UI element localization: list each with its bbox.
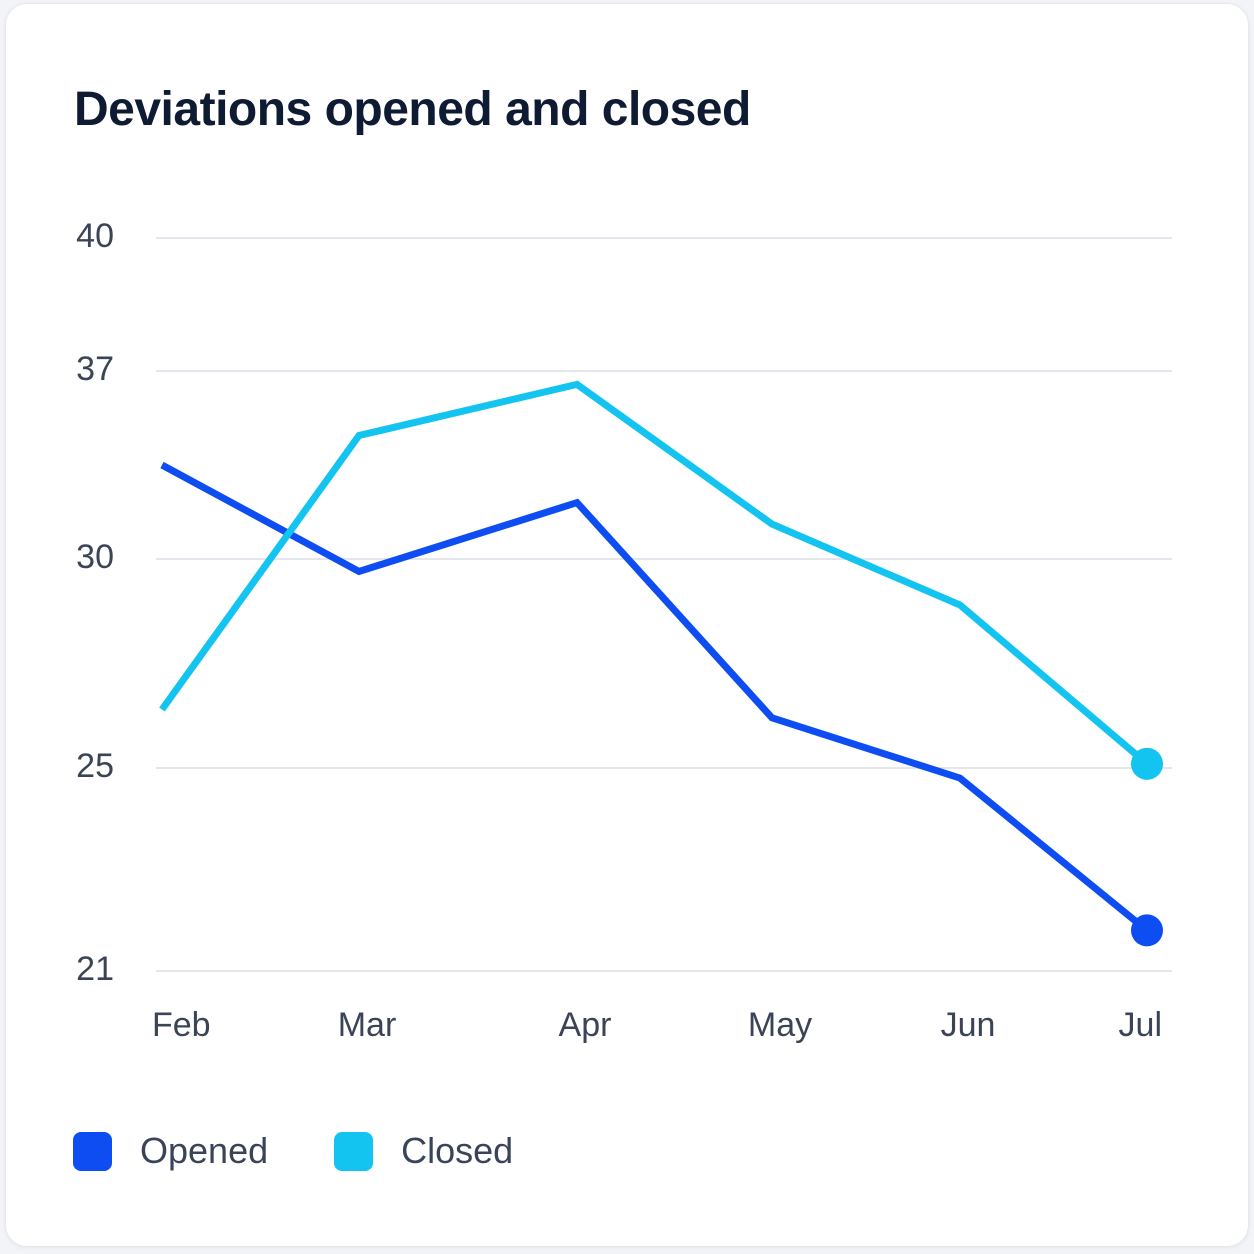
legend-swatch-opened <box>73 1131 112 1171</box>
y-tick-label: 25 <box>76 747 114 785</box>
x-tick-label-jun: Jun <box>941 1006 996 1044</box>
legend-swatch-closed <box>334 1131 374 1171</box>
x-tick-label-feb: Feb <box>152 1006 211 1044</box>
line-chart: 21 25 30 37 40 Feb Mar Apr May Jun Jul <box>76 217 1172 1044</box>
y-tick-label: 37 <box>76 350 114 388</box>
x-tick-label-apr: Apr <box>559 1006 612 1044</box>
chart-title: Deviations opened and closed <box>74 83 751 136</box>
legend-label-closed: Closed <box>401 1130 514 1171</box>
legend-item-opened: Opened <box>73 1130 268 1172</box>
chart-card: Deviations opened and closed 21 25 30 37 40 … <box>5 3 1249 1247</box>
x-tick-label-may: May <box>748 1006 812 1044</box>
legend-label-opened: Opened <box>140 1130 269 1171</box>
y-tick-label: 40 <box>76 217 114 255</box>
x-tick-label-jul: Jul <box>1119 1006 1162 1044</box>
legend-item-closed: Closed <box>334 1130 513 1172</box>
series-endpoint-closed <box>1131 747 1163 780</box>
series-line-opened <box>160 461 1150 934</box>
series-line-closed <box>159 380 1150 767</box>
x-tick-label-mar: Mar <box>338 1006 397 1044</box>
y-tick-label: 30 <box>76 538 114 576</box>
series-endpoint-opened <box>1131 914 1163 947</box>
chart-legend: Opened Closed <box>73 1130 579 1172</box>
y-tick-label: 21 <box>76 950 114 988</box>
